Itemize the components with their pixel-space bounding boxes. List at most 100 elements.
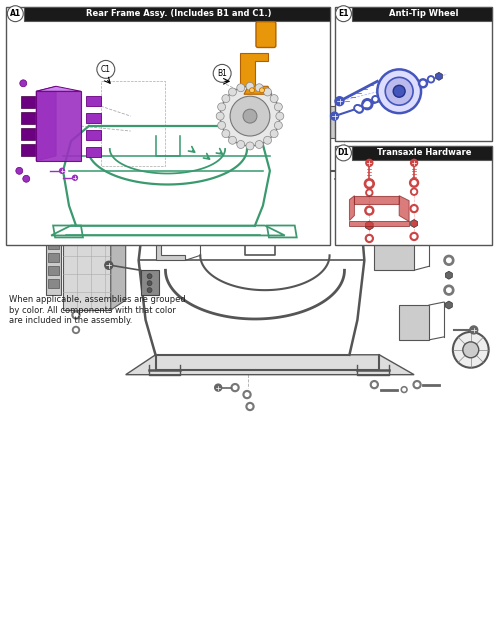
Polygon shape [36,86,81,91]
Circle shape [218,122,226,129]
Circle shape [364,104,366,106]
Circle shape [220,86,280,146]
FancyBboxPatch shape [334,146,492,246]
Polygon shape [126,354,414,375]
Circle shape [358,77,361,81]
Circle shape [216,112,224,120]
Circle shape [336,145,351,161]
Circle shape [276,112,284,120]
Circle shape [370,380,378,389]
Circle shape [368,237,371,241]
Circle shape [197,43,204,50]
FancyBboxPatch shape [48,241,59,249]
Circle shape [105,261,113,269]
Circle shape [270,130,278,137]
Circle shape [412,207,416,210]
Circle shape [196,75,204,84]
Circle shape [341,38,348,45]
FancyBboxPatch shape [334,7,492,141]
Circle shape [8,6,24,22]
Polygon shape [36,86,56,161]
Circle shape [356,43,363,50]
Circle shape [228,136,236,144]
Circle shape [366,189,373,196]
Circle shape [344,176,349,182]
Circle shape [401,387,407,392]
Circle shape [274,122,282,129]
Circle shape [72,311,80,319]
FancyBboxPatch shape [22,144,35,156]
Polygon shape [46,235,61,295]
Polygon shape [240,53,268,86]
Circle shape [255,84,263,92]
Circle shape [410,179,418,187]
Circle shape [362,102,368,108]
Circle shape [255,141,263,149]
Circle shape [470,326,478,334]
Text: Rear Frame Assy. (Includes B1 and C1.): Rear Frame Assy. (Includes B1 and C1.) [86,9,272,18]
Text: Anti-Tip Wheel: Anti-Tip Wheel [390,9,459,18]
Circle shape [330,112,338,120]
Circle shape [248,404,252,408]
Circle shape [184,82,187,86]
FancyBboxPatch shape [22,128,35,140]
Circle shape [246,82,254,91]
Circle shape [354,104,361,111]
Polygon shape [111,211,126,310]
Polygon shape [436,72,442,80]
Circle shape [60,168,64,173]
Text: A1: A1 [10,9,21,18]
Polygon shape [354,196,399,204]
Polygon shape [374,230,414,270]
Circle shape [372,96,379,103]
Circle shape [246,403,254,410]
Circle shape [365,102,370,106]
Circle shape [264,136,272,144]
Circle shape [264,88,272,96]
Circle shape [368,191,371,194]
Polygon shape [366,221,373,230]
Circle shape [428,76,434,83]
Circle shape [198,84,203,89]
Circle shape [72,175,78,180]
Circle shape [74,329,78,332]
FancyBboxPatch shape [22,96,35,108]
Circle shape [444,255,454,265]
Circle shape [270,94,278,103]
Circle shape [245,392,249,396]
Polygon shape [36,91,81,161]
Polygon shape [176,106,196,138]
Circle shape [182,88,188,94]
Circle shape [372,383,376,386]
Circle shape [413,380,421,389]
Circle shape [72,327,80,334]
Circle shape [412,181,416,185]
Circle shape [446,258,451,263]
Circle shape [368,209,372,213]
Circle shape [97,60,115,78]
Circle shape [446,288,451,292]
Circle shape [421,81,425,85]
Circle shape [356,105,364,113]
Circle shape [222,94,230,103]
FancyBboxPatch shape [48,279,59,288]
Circle shape [274,103,282,111]
Circle shape [410,204,418,213]
Circle shape [147,287,152,292]
Circle shape [340,70,348,78]
Circle shape [237,84,245,92]
Circle shape [218,103,226,111]
Circle shape [246,142,254,150]
Circle shape [335,97,344,106]
Circle shape [260,88,264,93]
FancyBboxPatch shape [352,7,492,21]
Circle shape [243,391,251,399]
Circle shape [367,182,372,186]
Text: When applicable, assemblies are grouped
by color. All components with that color: When applicable, assemblies are grouped … [10,295,186,325]
Circle shape [416,383,419,386]
Polygon shape [350,196,354,220]
Circle shape [358,108,361,111]
Circle shape [403,388,406,391]
FancyBboxPatch shape [48,253,59,262]
Circle shape [453,332,488,368]
